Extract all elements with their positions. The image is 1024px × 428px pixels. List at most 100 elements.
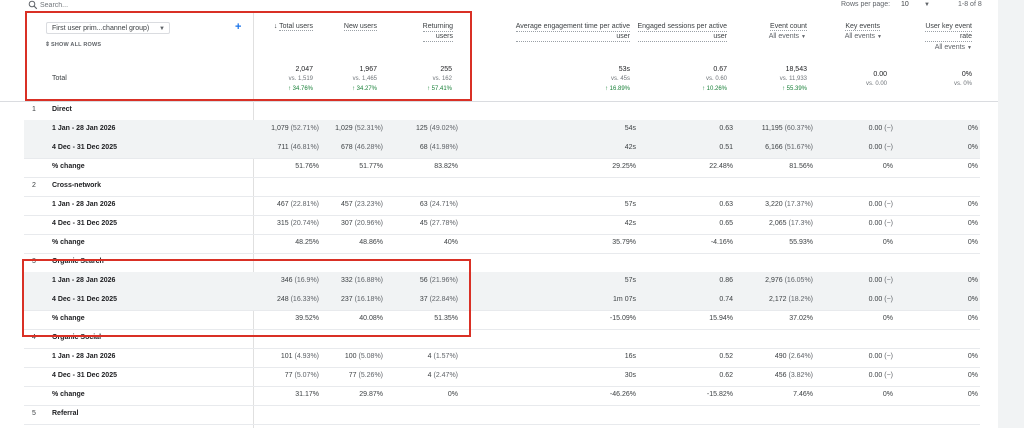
table-cell: 346 (16.9%) [281,277,319,284]
table-toolbar: Rows per page: 10 ▼ 1-8 of 8 [0,0,998,13]
table-row[interactable]: 1 Jan - 28 Jan 2026 1,079 (52.71%) 1,029 (… [24,120,980,140]
cell-share: (−) [884,277,893,284]
table-group-row[interactable]: 5 Referral [24,405,980,425]
cell-share: (17.37%) [784,201,813,208]
cell-share: (17.3%) [788,220,813,227]
cell-value: 0% [967,296,978,303]
table-cell: 0.00 (−) [869,353,893,360]
column-label-line2: user [515,32,630,42]
table-cell: 51.77% [359,163,383,170]
cell-value: 1m 07s [613,296,636,303]
cell-value: 3,220 [765,201,783,208]
total-comparison: vs. 1,519 [288,76,313,82]
table-row[interactable]: 4 Dec - 31 Dec 2025 711 (46.81%) 678 (46.2… [24,139,980,159]
channel-group-name: Direct [52,106,72,113]
row-index: 1 [32,106,36,113]
column-header-engaged-sessions[interactable]: Engaged sessions per active user [637,22,727,42]
arrow-up-icon: ↑ [426,86,430,92]
cell-value: 0.86 [719,277,733,284]
table-group-row[interactable]: 2 Cross-network [24,177,980,197]
column-header-key-events[interactable]: Key events [845,22,880,31]
table-row[interactable]: 1 Jan - 28 Jan 2026 467 (22.81%) 457 (23.2… [24,196,980,216]
total-comparison: vs. 0% [953,81,972,87]
table-row[interactable]: 4 Dec - 31 Dec 2025 315 (20.74%) 307 (20.9… [24,215,980,235]
table-cell: 100 (5.08%) [345,353,383,360]
cell-value: 237 [340,296,353,303]
cell-value: 0% [882,391,893,398]
table-cell: 0% [883,163,893,170]
table-cell: 456 (3.82%) [775,372,813,379]
cell-value: 125 [415,125,428,132]
cell-value: 0% [967,315,978,322]
cell-share: (16.33%) [290,296,319,303]
table-cell: 45 (27.78%) [420,220,458,227]
table-row[interactable]: % change 48.25% 48.86% 40% 35.79% -4.16% 55.93… [24,234,980,254]
total-comparison: vs. 0.00 [865,81,887,87]
column-header-new-users[interactable]: New users [343,22,377,31]
table-row[interactable]: % change 51.76% 51.77% 83.82% 29.25% 22.48% 81… [24,158,980,178]
cell-value: 68 [419,144,428,151]
cell-share: (41.98%) [429,144,458,151]
key-events-filter-select[interactable]: All events ▼ [845,33,882,40]
cell-value: 29.87% [359,391,383,398]
chevron-down-icon[interactable]: ▼ [924,2,930,8]
row-index: 5 [32,410,36,417]
dimension-select[interactable]: First user prim...channel group) ▼ [46,22,170,34]
cell-value: 40.08% [359,315,383,322]
cell-share: (52.71%) [290,125,319,132]
column-header-user-key-event-rate[interactable]: User key event rate [925,22,972,42]
cell-value: 332 [340,277,353,284]
row-label: % change [52,239,85,246]
cell-share: (16.05%) [784,277,813,284]
row-label: % change [52,163,85,170]
column-label: Total users [279,23,313,31]
cell-value: 1,029 [335,125,353,132]
add-dimension-icon[interactable]: + [235,21,242,33]
sort-down-arrow-icon: ↓ [273,23,278,30]
cell-value: 0.00 [868,220,883,227]
cell-share: (22.84%) [429,296,458,303]
total-value: 1,967 [359,66,377,73]
total-comparison: vs. 1,465 [352,76,377,82]
table-cell: 81.56% [789,163,813,170]
cell-value: 0.51 [719,144,733,151]
table-row[interactable]: % change 39.52% 40.08% 51.35% -15.09% 15.94% 3… [24,310,980,330]
rate-filter-select[interactable]: All events ▼ [935,44,972,51]
cell-value: 457 [340,201,353,208]
table-row[interactable]: 4 Dec - 31 Dec 2025 77 (5.07%) 77 (5.26%) 4… [24,367,980,387]
table-cell: 0.62 [719,372,733,379]
table-row[interactable]: % change 31.17% 29.87% 0% -46.26% -15.82% 7.46… [24,386,980,406]
row-label: % change [52,391,85,398]
table-cell: -4.16% [711,239,733,246]
event-filter-select[interactable]: All events ▼ [769,33,806,40]
column-label-line2: rate [925,32,972,42]
table-cell: 4 (1.57%) [428,353,458,360]
table-cell: 711 (46.81%) [277,144,319,151]
row-index: 4 [32,334,36,341]
total-change-value: 34.76% [292,86,313,92]
table-group-row[interactable]: 4 Organic Social [24,329,980,349]
table-group-row[interactable]: 1 Direct [24,101,980,121]
cell-value: 57s [624,201,636,208]
cell-value: 315 [276,220,289,227]
cell-share: (−) [884,353,893,360]
table-cell: 30s [625,372,636,379]
total-change-value: 34.27% [356,86,377,92]
column-header-total-users[interactable]: ↓ Total users [274,22,313,31]
show-all-rows-label: SHOW ALL ROWS [51,42,102,48]
table-cell: 332 (16.88%) [341,277,383,284]
column-header-avg-engagement-time[interactable]: Average engagement time per active user [515,22,630,42]
rows-per-page-select[interactable]: 10 [901,1,909,8]
search-input[interactable] [40,0,240,10]
column-header-returning-users[interactable]: Returning users [422,22,453,42]
column-header-event-count[interactable]: Event count [770,22,807,31]
table-cell: 237 (16.18%) [341,296,383,303]
total-value: 2,047 [295,66,313,73]
table-row[interactable]: 4 Dec - 31 Dec 2025 248 (16.33%) 237 (16.1… [24,291,980,311]
total-value: 53s [618,66,630,73]
table-cell: 35.79% [612,239,636,246]
table-row[interactable]: 1 Jan - 28 Jan 2026 101 (4.93%) 100 (5.08%… [24,348,980,368]
cell-value: 0% [882,315,893,322]
show-all-rows-button[interactable]: ⇕ SHOW ALL ROWS [45,42,102,48]
table-cell: 0% [883,391,893,398]
